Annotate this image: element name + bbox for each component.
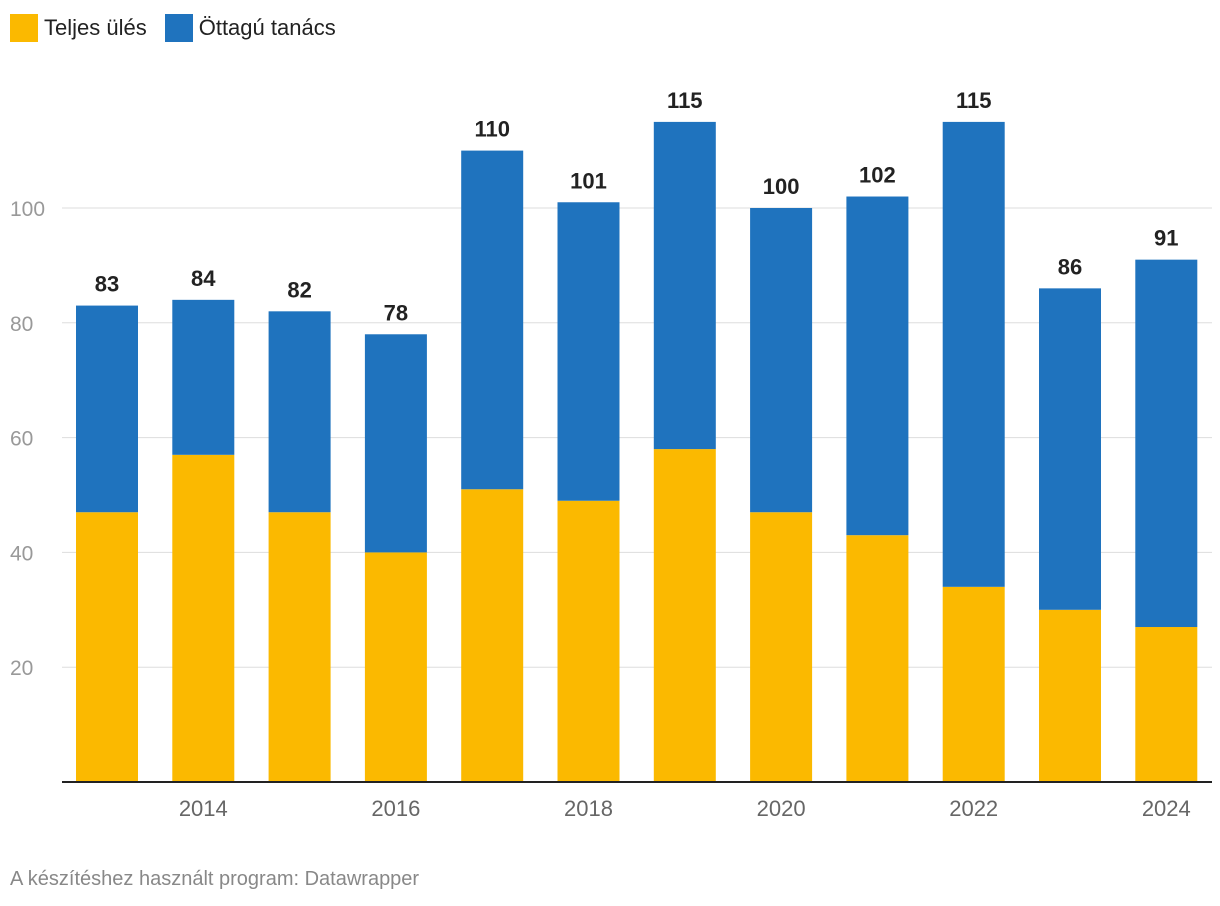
footer-credit: A készítéshez használt program: Datawrap… xyxy=(10,868,420,890)
bar-ottagu-tanacs-2023 xyxy=(1039,288,1101,610)
legend-label-teljes-ules: Teljes ülés xyxy=(44,15,147,40)
bar-teljes-ules-2023 xyxy=(1039,609,1101,782)
bar-ottagu-tanacs-2015 xyxy=(268,311,331,513)
x-tick-label-2014: 2014 xyxy=(179,796,228,821)
total-label-2021: 102 xyxy=(859,163,896,188)
x-tick-label-2018: 2018 xyxy=(564,796,613,821)
bar-ottagu-tanacs-2016 xyxy=(364,334,427,553)
x-tick-label-2024: 2024 xyxy=(1142,796,1191,821)
x-tick-label-2020: 2020 xyxy=(757,796,806,821)
bar-teljes-ules-2016 xyxy=(364,552,427,782)
bar-teljes-ules-2021 xyxy=(846,535,909,782)
total-label-2019: 115 xyxy=(667,88,703,113)
total-label-2015: 82 xyxy=(287,277,311,302)
legend-item-teljes-ules: Teljes ülés xyxy=(10,14,147,42)
total-label-2016: 78 xyxy=(384,300,408,325)
bar-teljes-ules-2013 xyxy=(76,512,138,782)
legend-label-ottagu-tanacs: Öttagú tanács xyxy=(198,15,336,40)
bar-ottagu-tanacs-2024 xyxy=(1135,259,1198,628)
y-tick-label-100: 100 xyxy=(10,198,45,221)
bar-ottagu-tanacs-2021 xyxy=(846,196,909,536)
bar-teljes-ules-2019 xyxy=(653,449,716,782)
legend: Teljes ülés Öttagú tanács xyxy=(10,12,336,44)
bar-ottagu-tanacs-2018 xyxy=(557,202,620,501)
bar-ottagu-tanacs-2022 xyxy=(942,121,1005,587)
bar-teljes-ules-2015 xyxy=(268,512,331,782)
bar-teljes-ules-2017 xyxy=(461,489,524,782)
bar-ottagu-tanacs-2020 xyxy=(750,208,813,513)
y-tick-label-60: 60 xyxy=(10,428,33,451)
y-tick-label-20: 20 xyxy=(10,657,33,680)
total-label-2024: 91 xyxy=(1154,226,1178,251)
legend-swatch-teljes-ules xyxy=(10,14,38,42)
y-tick-label-80: 80 xyxy=(10,313,33,336)
bar-ottagu-tanacs-2019 xyxy=(653,121,716,450)
bar-teljes-ules-2014 xyxy=(172,454,235,782)
total-label-2022: 115 xyxy=(956,88,992,113)
x-tick-label-2022: 2022 xyxy=(949,796,998,821)
bar-ottagu-tanacs-2013 xyxy=(76,305,138,513)
y-tick-label-40: 40 xyxy=(10,542,33,565)
total-label-2023: 86 xyxy=(1058,254,1082,279)
legend-swatch-ottagu-tanacs xyxy=(164,14,193,42)
legend-item-ottagu-tanacs: Öttagú tanács xyxy=(164,14,336,42)
total-label-2020: 100 xyxy=(763,174,800,199)
bar-teljes-ules-2022 xyxy=(942,586,1005,782)
total-label-2013: 83 xyxy=(95,272,119,297)
bar-teljes-ules-2020 xyxy=(750,512,813,782)
x-tick-label-2016: 2016 xyxy=(371,796,420,821)
bar-ottagu-tanacs-2014 xyxy=(172,299,235,455)
bar-teljes-ules-2024 xyxy=(1135,627,1198,782)
total-label-2017: 110 xyxy=(474,117,510,142)
bar-ottagu-tanacs-2017 xyxy=(461,150,524,490)
total-label-2018: 101 xyxy=(570,168,607,193)
total-label-2014: 84 xyxy=(191,266,216,291)
bar-teljes-ules-2018 xyxy=(557,500,620,782)
